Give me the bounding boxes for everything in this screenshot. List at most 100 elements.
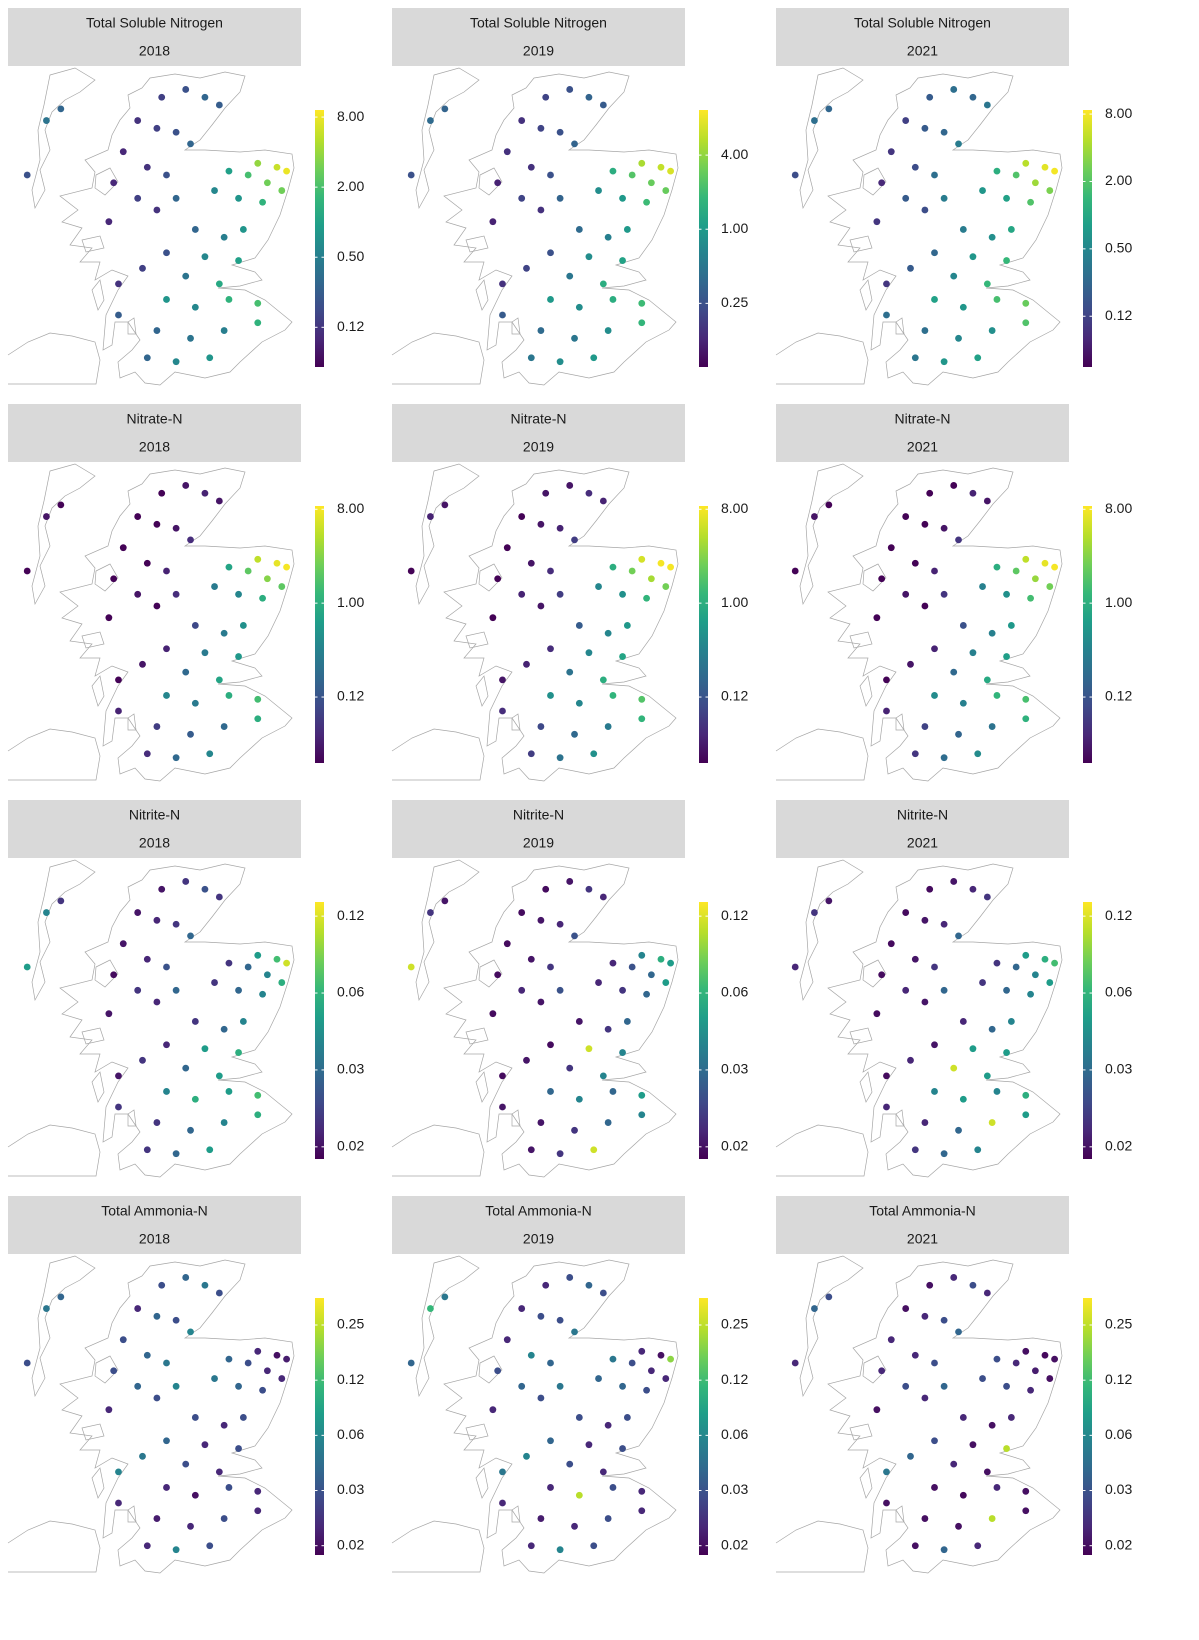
site-dot [638,1507,646,1515]
panel-year: 2019 [523,43,554,59]
site-dot [499,311,506,319]
site-dot [494,179,502,187]
colorbar [315,110,324,367]
site-dot [585,1441,593,1449]
site-dot [791,171,799,179]
site-dot [201,885,209,893]
site-dot [619,1445,626,1452]
site-dot [595,187,602,194]
site-dot [609,563,617,571]
site-dot [921,1312,929,1320]
colorbar-label: 0.03 [337,1481,364,1497]
site-dot [220,723,228,730]
site-dot [427,117,434,124]
site-dot [993,1088,1001,1095]
site-dot [1041,163,1049,171]
site-dot [407,1359,415,1367]
colorbar [699,506,708,763]
site-dot [983,1468,991,1476]
site-dot [201,1281,209,1289]
site-dot [254,1507,262,1515]
site-dot [931,963,938,971]
site-dot [585,1281,593,1289]
site-dot [993,296,1001,303]
site-dot [43,1305,50,1312]
site-dot [1003,257,1010,264]
site-dot [206,1146,214,1154]
site-dot [23,567,31,575]
outline-map [392,860,678,1177]
site-dot [134,194,142,202]
site-dot [1022,555,1030,563]
site-dot [911,1542,919,1550]
site-dot [950,668,958,676]
site-dot [599,676,607,684]
site-dot [153,1394,161,1402]
site-dot [427,513,434,520]
site-dot [220,629,228,637]
panel-year: 2018 [139,835,170,851]
site-dot [187,730,194,738]
colorbar-label: 0.12 [1105,688,1132,704]
site-dot [499,1499,506,1507]
site-dot [993,692,1001,699]
site-dot [1012,567,1020,575]
site-dot [638,1091,646,1099]
site-dot [825,105,833,113]
colorbar [1083,506,1092,763]
site-dot [619,1049,626,1056]
panel: Total Ammonia-N 2019 0.25 0.12 0.06 0.03 0.02 [392,1196,748,1573]
site-dot [163,567,170,575]
site-dot [182,272,190,280]
colorbar-label: 8.00 [721,500,748,516]
site-dot [23,1359,31,1367]
site-dot [182,1064,190,1072]
panel-title: Total Soluble Nitrogen [854,15,991,31]
site-dot [537,723,545,730]
strip [392,404,685,462]
site-dot [873,1406,881,1414]
site-dot [974,750,982,758]
site-dot [134,590,142,598]
site-dot [518,1382,526,1390]
strip [392,8,685,66]
colorbar-label: 1.00 [1105,594,1132,610]
site-dot [911,955,919,963]
site-dot [811,909,818,916]
strip [8,8,301,66]
site-dot [201,489,209,497]
site-dot [873,614,881,622]
site-dot [163,1088,170,1095]
site-dot [599,1289,607,1297]
site-dot [499,676,506,684]
site-dot [959,1414,967,1421]
colorbar-label: 0.50 [1105,240,1132,256]
site-dot [278,583,286,590]
site-dot [911,1351,919,1359]
site-dot [950,1460,958,1468]
site-dot [571,536,578,544]
colorbar-label: 1.00 [721,220,748,236]
colorbar [699,902,708,1159]
site-dot [911,1146,919,1154]
site-dot [902,909,910,916]
site-dot [489,218,497,226]
site-dot [647,179,655,187]
site-dot [979,1375,986,1382]
site-dot [182,1460,190,1468]
site-dot [259,990,266,998]
site-dot [254,951,262,959]
site-dot [883,707,890,715]
site-dot [407,171,415,179]
site-dot [523,1056,530,1064]
colorbar-label: 0.02 [337,1138,364,1154]
site-dot [950,272,958,280]
site-dot [940,358,948,366]
site-dot [585,489,593,497]
site-dot [1007,226,1015,233]
site-dot [873,218,881,226]
site-dot [153,602,161,610]
site-dot [143,559,151,567]
colorbar-label: 2.00 [1105,172,1132,188]
site-dot [1027,990,1034,998]
